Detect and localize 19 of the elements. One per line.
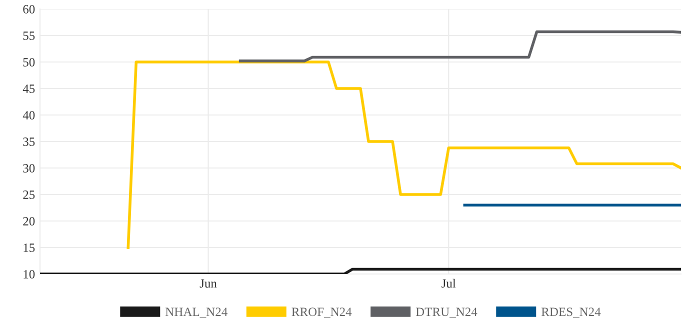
y-tick-label: 55 — [23, 32, 35, 40]
y-tick-label: 35 — [23, 138, 35, 146]
y-tick-label: 25 — [23, 190, 35, 199]
legend-label: DTRU_N24 — [416, 308, 478, 318]
y-tick-label: 10 — [24, 270, 35, 278]
line-series — [238, 30, 681, 62]
x-tick-label: Jul — [442, 278, 456, 288]
legend-label: RDES_N24 — [541, 308, 601, 318]
y-tick-label: 60 — [23, 5, 35, 14]
y-tick-label: 30 — [23, 164, 35, 172]
y-tick-label: 40 — [22, 111, 35, 120]
y-tick-label: 15 — [24, 244, 35, 252]
y-tick-label: 45 — [22, 84, 35, 93]
y-tick-label: 50 — [23, 58, 35, 66]
x-tick-label: Jun — [200, 279, 217, 288]
y-tick-label: 20 — [23, 217, 35, 226]
line-series — [126, 60, 681, 249]
legend-label: NHAL_N24 — [166, 308, 228, 318]
legend-label: RROF_N24 — [292, 308, 352, 318]
